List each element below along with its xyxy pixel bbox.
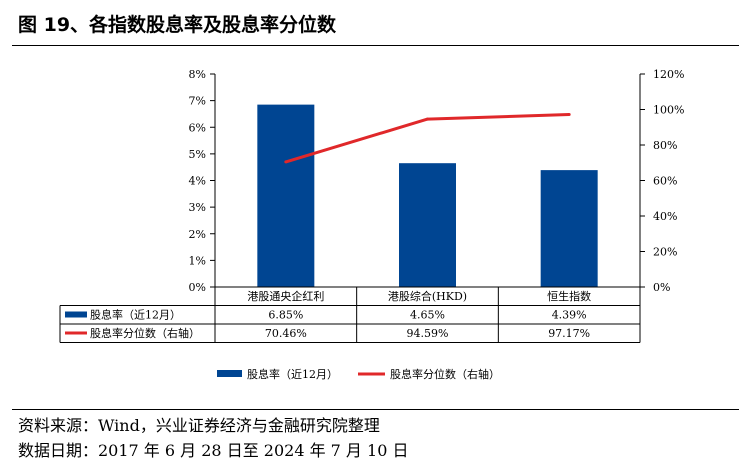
right-tick-label: 40% <box>653 210 677 223</box>
table-bar-key <box>65 311 87 318</box>
left-tick-label: 2% <box>189 228 206 241</box>
bar-3 <box>540 170 598 287</box>
source-note: 资料来源：Wind，兴业证券经济与金融研究院整理 <box>18 416 380 435</box>
right-tick-label: 60% <box>653 175 677 188</box>
percentile-line <box>285 113 570 164</box>
chart-area: 0% 1% 2% 3% 4% 5% 6% 7% 8% 0% 20% 40% 60% 80% 100% 120%… <box>59 68 684 381</box>
table-series-name: 股息率分位数（右轴） <box>90 326 200 340</box>
legend-bar-key <box>217 370 242 377</box>
bar-2 <box>399 163 456 287</box>
left-tick-label: 8% <box>189 68 206 81</box>
table-value: 70.46% <box>265 327 307 340</box>
left-tick-label: 0% <box>189 281 206 294</box>
table-series-name: 股息率（近12月） <box>90 308 181 322</box>
bottom-rule <box>12 409 739 410</box>
bar-1 <box>257 104 315 288</box>
table-value: 6.85% <box>268 309 303 322</box>
category-label: 恒生指数 <box>547 289 591 303</box>
chart-title: 图 19、各指数股息率及股息率分位数 <box>18 14 337 36</box>
right-tick-label: 80% <box>653 139 677 152</box>
left-tick-label: 3% <box>189 201 206 214</box>
left-tick-label: 5% <box>189 148 206 161</box>
percentile-point-3 <box>567 113 571 117</box>
right-tick-label: 100% <box>653 104 684 117</box>
right-tick-label: 20% <box>653 246 677 259</box>
left-tick-label: 4% <box>189 175 206 188</box>
table-value: 94.59% <box>407 327 449 340</box>
left-tick-label: 6% <box>189 121 206 134</box>
right-tick-label: 120% <box>653 68 684 81</box>
percentile-point-1 <box>284 160 288 164</box>
left-tick-label: 7% <box>189 95 206 108</box>
percentile-point-2 <box>426 117 429 121</box>
top-rule <box>12 45 739 46</box>
category-label: 港股综合(HKD) <box>388 289 467 303</box>
table-value: 4.39% <box>552 309 587 322</box>
legend-line-label: 股息率分位数（右轴） <box>390 367 500 381</box>
left-tick-label: 1% <box>189 254 206 267</box>
right-tick-label: 0% <box>653 281 670 294</box>
table-value: 97.17% <box>548 327 590 340</box>
table-value: 4.65% <box>410 309 445 322</box>
category-label: 港股通央企红利 <box>247 289 324 303</box>
date-note: 数据日期：2017 年 6 月 28 日至 2024 年 7 月 10 日 <box>18 441 409 460</box>
legend-bar-label: 股息率（近12月） <box>247 367 338 381</box>
